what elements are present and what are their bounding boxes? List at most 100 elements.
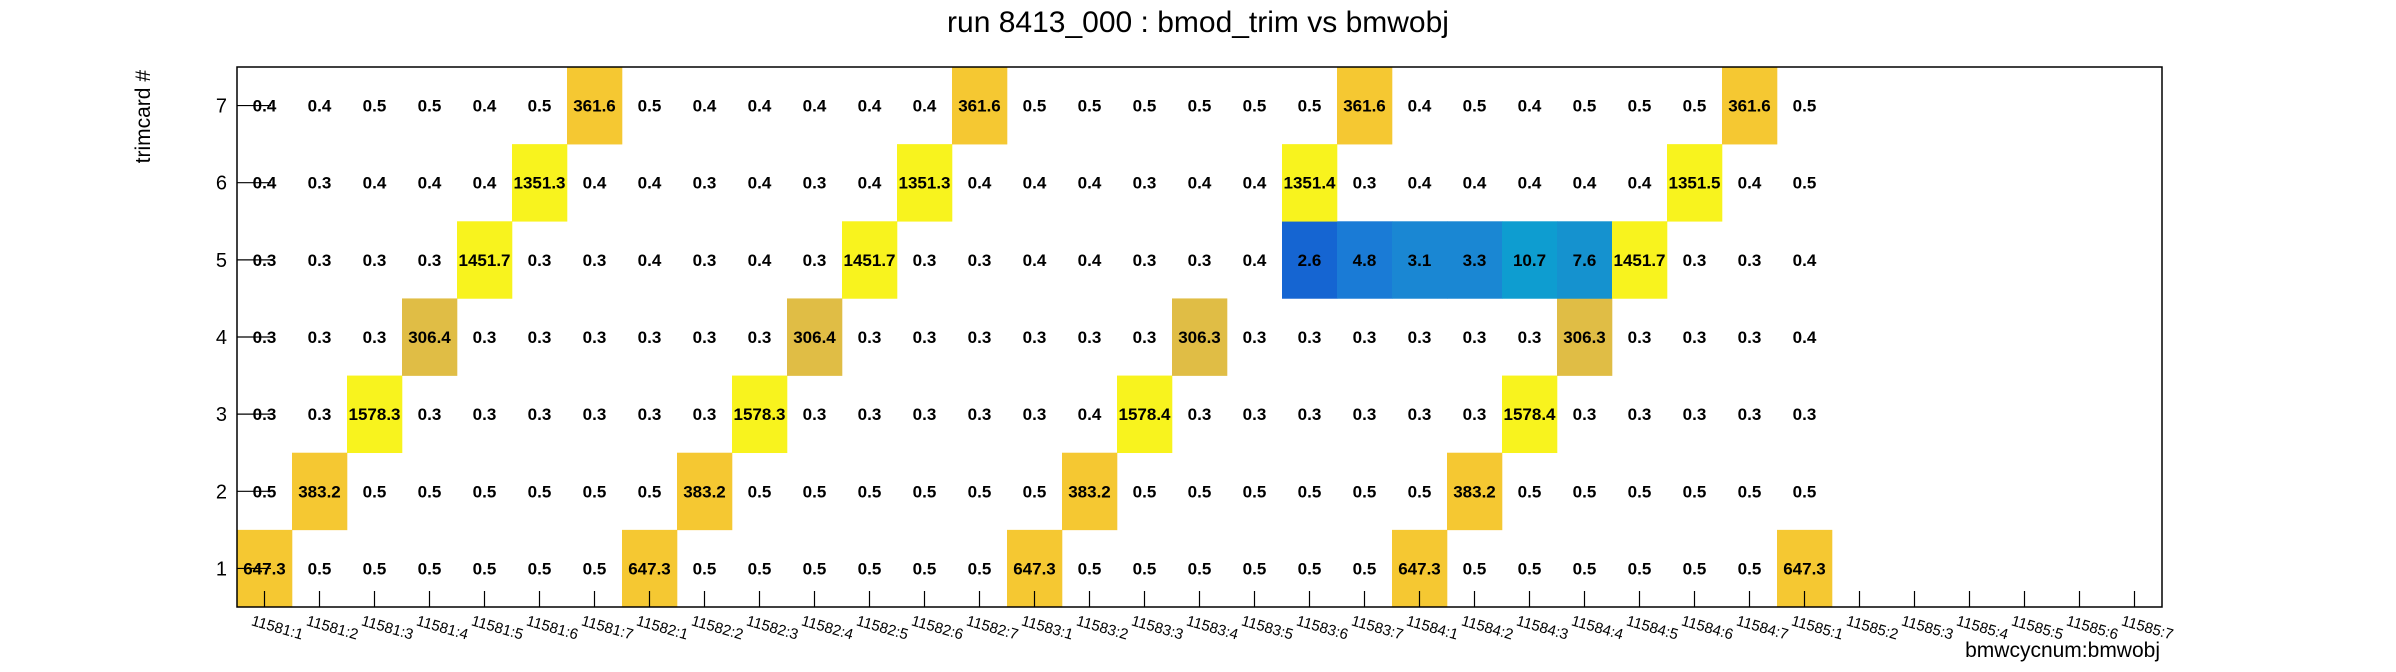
cell-value-label: 0.5 xyxy=(1078,97,1102,116)
cell-value-label: 647.3 xyxy=(1013,559,1056,578)
cell-value-label: 361.6 xyxy=(573,97,616,116)
cell-value-label: 0.3 xyxy=(1463,328,1487,347)
x-tick-label: 11584:6 xyxy=(1679,613,1735,644)
cell-value-label: 0.3 xyxy=(528,328,552,347)
cell-value-label: 0.5 xyxy=(1683,559,1707,578)
cell-labels-layer: 647.3 0.5 0.5 0.5 0.5 0.5 0.5 647.3 0.5 0.5 0.5 0.5… xyxy=(243,97,1826,579)
x-tick-label: 11584:2 xyxy=(1459,613,1515,644)
cell-value-label: 0.4 xyxy=(968,174,992,193)
cell-value-label: 0.3 xyxy=(638,328,662,347)
cell-value-label: 0.3 xyxy=(1738,328,1762,347)
cell-value-label: 0.3 xyxy=(1188,405,1212,424)
cell-value-label: 0.3 xyxy=(858,405,882,424)
cell-value-label: 0.5 xyxy=(583,559,607,578)
cell-value-label: 0.3 xyxy=(803,405,827,424)
cell-value-label: 0.4 xyxy=(638,251,662,270)
cell-value-label: 0.5 xyxy=(1463,559,1487,578)
cell-value-label: 0.5 xyxy=(748,482,772,501)
cell-value-label: 0.4 xyxy=(748,97,772,116)
cell-value-label: 0.4 xyxy=(803,97,827,116)
heatmap-cell xyxy=(1447,452,1503,531)
cell-value-label: 0.5 xyxy=(528,559,552,578)
cell-value-label: 0.3 xyxy=(1738,251,1762,270)
cell-value-label: 4.8 xyxy=(1353,251,1377,270)
cell-value-label: 0.5 xyxy=(1683,97,1707,116)
cell-value-label: 0.5 xyxy=(1188,559,1212,578)
cell-value-label: 0.4 xyxy=(1243,251,1267,270)
heatmap-cell xyxy=(1392,221,1448,299)
x-tick-label: 11582:4 xyxy=(799,613,855,644)
heatmap-cell xyxy=(1557,298,1613,376)
x-tick-label: 11581:5 xyxy=(469,613,525,644)
x-tick-label: 11584:3 xyxy=(1514,613,1570,644)
cell-value-label: 0.3 xyxy=(418,405,442,424)
cell-value-label: 0.5 xyxy=(1628,559,1652,578)
cell-value-label: 306.3 xyxy=(1563,328,1606,347)
cell-value-label: 0.4 xyxy=(913,97,937,116)
cell-value-label: 0.5 xyxy=(803,559,827,578)
x-tick-label: 11583:4 xyxy=(1184,613,1240,644)
cell-value-label: 0.5 xyxy=(308,559,332,578)
cell-value-label: 0.5 xyxy=(1573,97,1597,116)
x-tick-label: 11581:6 xyxy=(524,613,580,644)
y-tick-label: 7 xyxy=(216,96,227,118)
cell-value-label: 0.5 xyxy=(803,482,827,501)
cells-layer xyxy=(237,67,1833,608)
cell-value-label: 0.3 xyxy=(1023,405,1047,424)
cell-value-label: 0.5 xyxy=(638,482,662,501)
heatmap-cell xyxy=(1337,221,1393,299)
heatmap-cell xyxy=(677,452,733,531)
cell-value-label: 0.3 xyxy=(1298,405,1322,424)
heatmap-cell xyxy=(1502,375,1558,454)
cell-value-label: 0.3 xyxy=(363,251,387,270)
heatmap-cell xyxy=(842,221,898,299)
cell-value-label: 0.4 xyxy=(1023,251,1047,270)
cell-value-label: 0.5 xyxy=(1793,97,1817,116)
cell-value-label: 0.5 xyxy=(1078,559,1102,578)
cell-value-label: 306.3 xyxy=(1178,328,1221,347)
cell-value-label: 1451.7 xyxy=(459,251,511,270)
heatmap-cell xyxy=(1502,221,1558,299)
cell-value-label: 0.5 xyxy=(858,559,882,578)
cell-value-label: 0.4 xyxy=(1408,174,1432,193)
cell-value-label: 7.6 xyxy=(1573,251,1597,270)
x-tick-label: 11582:1 xyxy=(634,613,690,644)
x-tick-label: 11582:5 xyxy=(854,613,910,644)
cell-value-label: 306.4 xyxy=(793,328,836,347)
cell-value-label: 0.4 xyxy=(1793,328,1817,347)
cell-value-label: 0.5 xyxy=(1133,97,1157,116)
heatmap-cell xyxy=(1282,221,1338,299)
y-tick-label: 5 xyxy=(216,250,227,272)
x-axis: 11581:1 11581:2 11581:3 11581:4 11581:5 11581… xyxy=(249,591,2175,643)
cell-value-label: 1451.7 xyxy=(1614,251,1666,270)
cell-value-label: 0.5 xyxy=(528,97,552,116)
cell-value-label: 0.5 xyxy=(528,482,552,501)
x-tick-label: 11582:6 xyxy=(909,613,965,644)
cell-value-label: 0.5 xyxy=(1023,482,1047,501)
cell-value-label: 1351.5 xyxy=(1669,174,1721,193)
cell-value-label: 0.5 xyxy=(748,559,772,578)
x-tick-label: 11585:1 xyxy=(1789,613,1845,644)
heatmap-cell xyxy=(1612,221,1668,299)
heatmap-cell xyxy=(1117,375,1173,454)
cell-value-label: 1351.3 xyxy=(514,174,566,193)
cell-value-label: 0.5 xyxy=(583,482,607,501)
cell-value-label: 0.5 xyxy=(638,97,662,116)
cell-value-label: 0.5 xyxy=(1298,559,1322,578)
cell-value-label: 0.4 xyxy=(1023,174,1047,193)
cell-value-label: 0.5 xyxy=(1738,482,1762,501)
cell-value-label: 0.4 xyxy=(858,97,882,116)
heatmap-cell xyxy=(1447,221,1503,299)
cell-value-label: 0.5 xyxy=(858,482,882,501)
cell-value-label: 0.5 xyxy=(1133,559,1157,578)
cell-value-label: 0.3 xyxy=(1353,405,1377,424)
cell-value-label: 0.5 xyxy=(968,482,992,501)
cell-value-label: 0.3 xyxy=(913,251,937,270)
cell-value-label: 0.3 xyxy=(363,328,387,347)
heatmap-cell xyxy=(1172,298,1228,376)
cell-value-label: 0.5 xyxy=(1793,482,1817,501)
cell-value-label: 0.3 xyxy=(1683,328,1707,347)
cell-value-label: 0.3 xyxy=(638,405,662,424)
heatmap-cell xyxy=(292,452,348,531)
